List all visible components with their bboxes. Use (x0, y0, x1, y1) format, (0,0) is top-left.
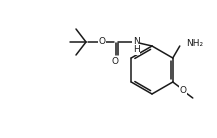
Text: O: O (112, 56, 118, 66)
Text: NH₂: NH₂ (186, 39, 203, 47)
Text: O: O (99, 38, 105, 47)
Text: N: N (133, 38, 139, 47)
Text: H: H (133, 46, 139, 55)
Text: O: O (179, 86, 186, 95)
